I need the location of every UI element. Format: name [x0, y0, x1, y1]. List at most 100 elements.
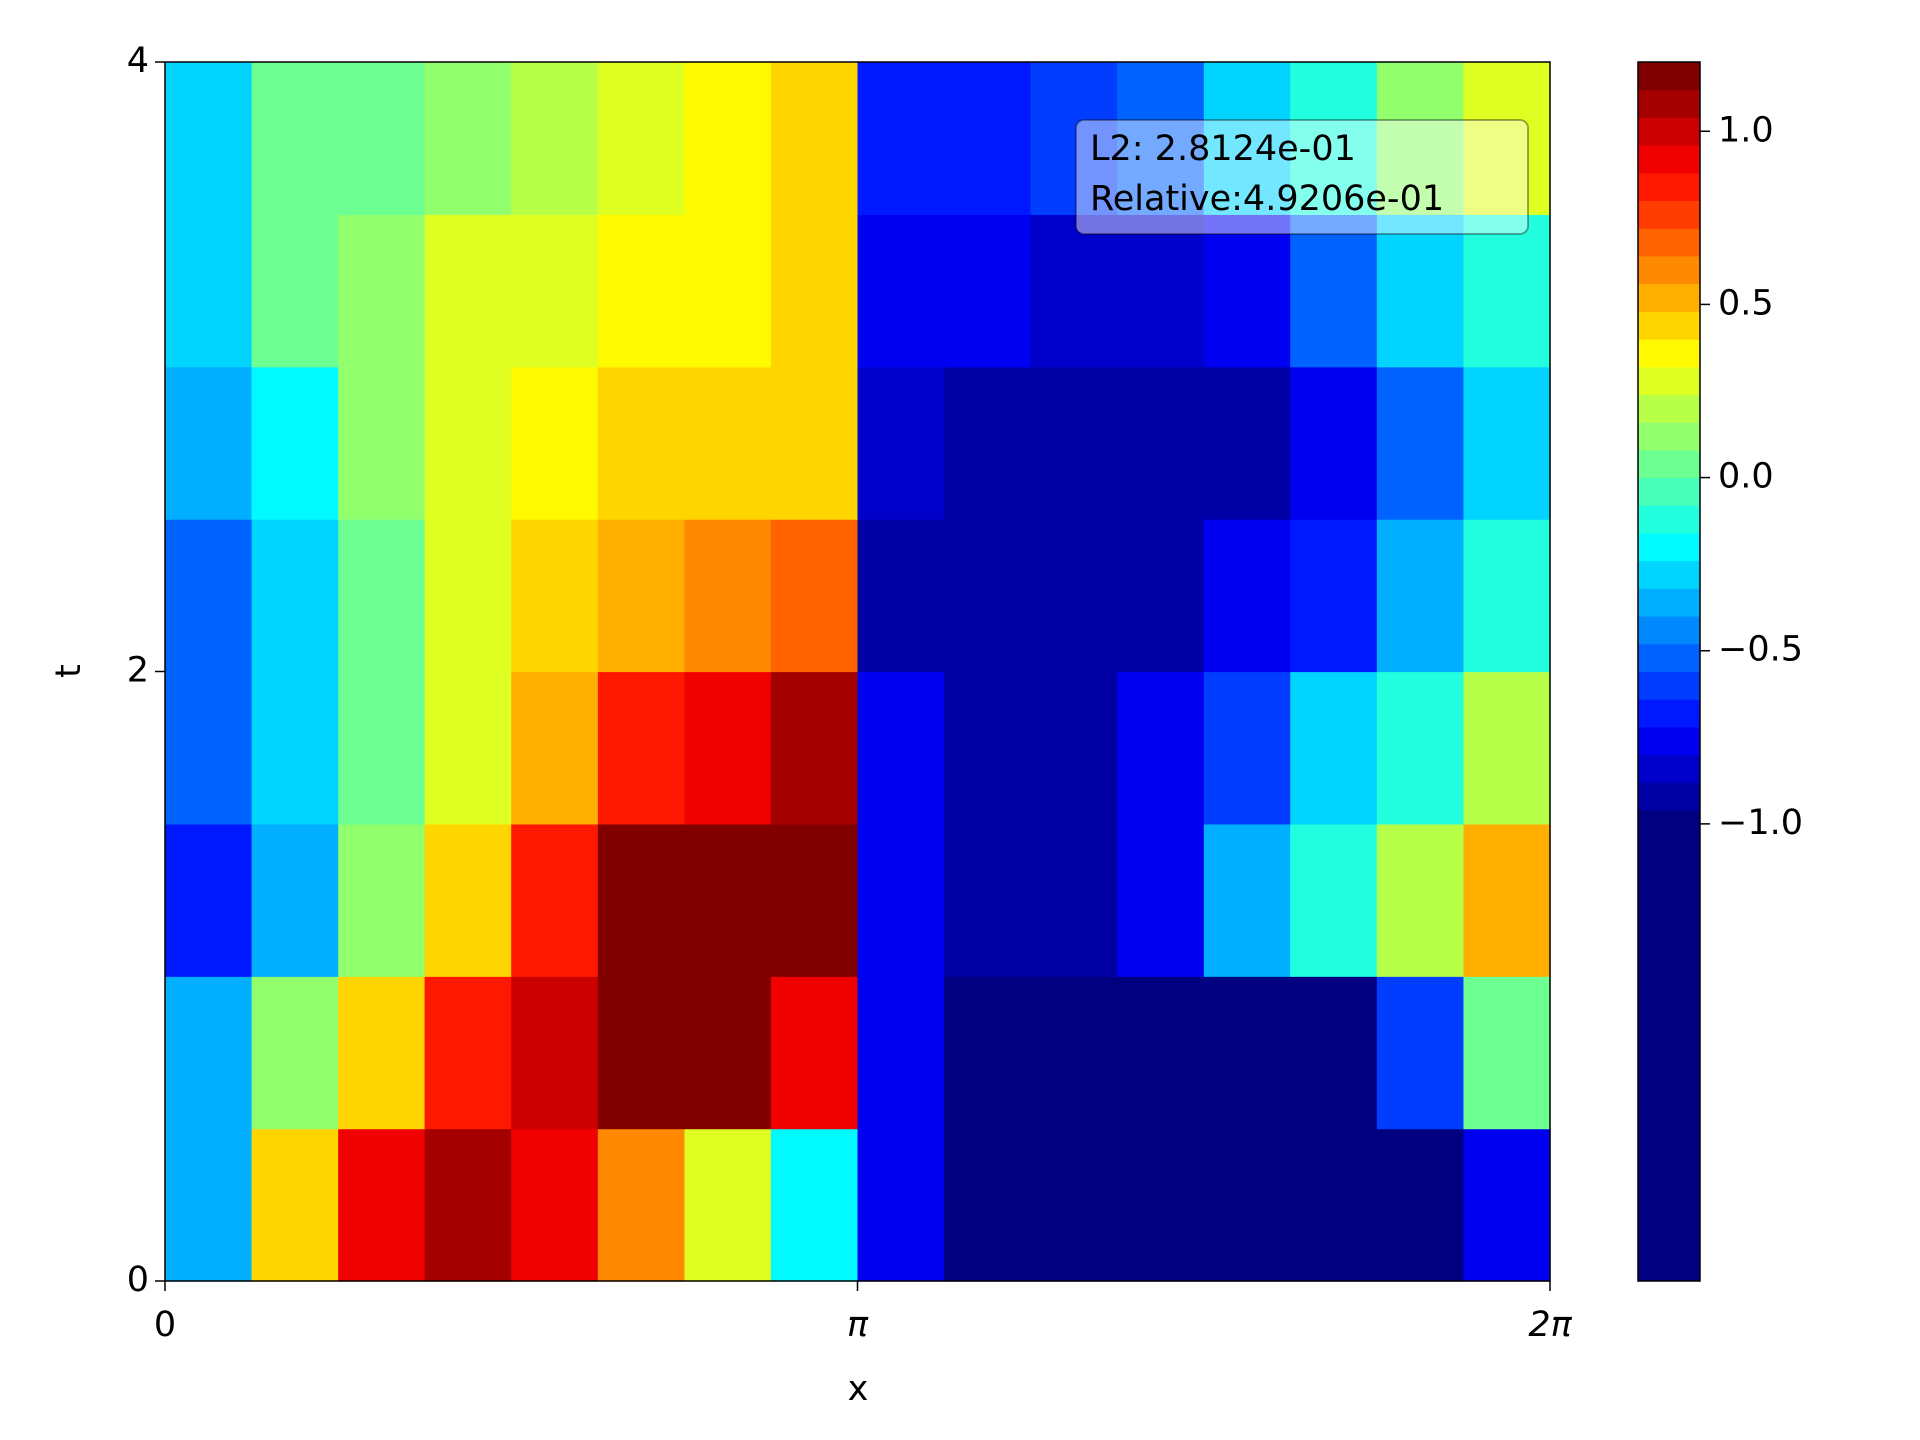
cell — [251, 671, 339, 825]
cell — [1463, 671, 1551, 825]
cell — [770, 1128, 859, 1282]
cell — [251, 214, 339, 368]
cell — [1117, 976, 1205, 1130]
cell — [1376, 214, 1465, 368]
cell — [511, 62, 599, 215]
cell — [1030, 671, 1118, 825]
colorbar-band — [1638, 477, 1700, 506]
colorbar-band — [1638, 810, 1700, 1282]
colorbar-band — [1638, 311, 1700, 340]
cell — [164, 823, 253, 977]
cell — [1290, 1128, 1378, 1282]
cell — [338, 366, 426, 520]
cell — [857, 1128, 945, 1282]
cell — [684, 1128, 772, 1282]
cell — [164, 62, 253, 215]
cell — [511, 671, 599, 825]
cell — [424, 976, 512, 1130]
x-tick-label: π — [847, 1305, 869, 1345]
cell — [944, 214, 1032, 368]
cell — [251, 976, 339, 1130]
cell — [1290, 671, 1378, 825]
x-axis-label: x — [848, 1369, 869, 1409]
cell — [770, 366, 859, 520]
cell — [511, 519, 599, 673]
cell — [164, 1128, 253, 1282]
y-tick-label: 0 — [127, 1260, 149, 1300]
cell — [511, 976, 599, 1130]
cell — [857, 671, 945, 825]
field — [164, 62, 1551, 1282]
colorbar-band — [1638, 449, 1700, 479]
cell — [1117, 1128, 1205, 1282]
cell — [770, 671, 859, 825]
cell — [1203, 823, 1291, 977]
colorbar-band — [1638, 532, 1700, 562]
cell — [1376, 519, 1465, 673]
cell — [511, 214, 599, 368]
cell — [1030, 1128, 1118, 1282]
cell — [684, 976, 772, 1130]
cell — [338, 214, 426, 368]
cell — [511, 823, 599, 977]
cell — [857, 62, 945, 215]
cell — [597, 62, 686, 215]
cell — [338, 976, 426, 1130]
cell — [684, 62, 772, 215]
cell — [164, 976, 253, 1130]
cell — [684, 366, 772, 520]
cell — [1290, 519, 1378, 673]
cell — [1376, 671, 1465, 825]
x-tick-label: 0 — [154, 1305, 176, 1345]
cell — [1030, 519, 1118, 673]
colorbar-band — [1638, 89, 1700, 118]
cell — [770, 214, 859, 368]
cell — [1463, 519, 1551, 673]
colorbar-tick-label: 0.5 — [1718, 283, 1774, 323]
cell — [164, 366, 253, 520]
cell — [511, 366, 599, 520]
cell — [944, 976, 1032, 1130]
cell — [1463, 214, 1551, 368]
cell — [1030, 823, 1118, 977]
cell — [684, 214, 772, 368]
cell — [944, 823, 1032, 977]
colorbar-band — [1638, 228, 1700, 257]
cell — [770, 62, 859, 215]
cell — [857, 976, 945, 1130]
annotation-text: Relative:4.9206e-01 — [1090, 179, 1444, 219]
colorbar-band — [1638, 255, 1700, 285]
cell — [1203, 1128, 1291, 1282]
cell — [1030, 976, 1118, 1130]
annotation-text: L2: 2.8124e-01 — [1090, 129, 1356, 169]
cell — [770, 976, 859, 1130]
cell — [1290, 62, 1378, 215]
colorbar-band — [1638, 671, 1700, 700]
colorbar-band — [1638, 726, 1700, 756]
cell — [944, 1128, 1032, 1282]
cell — [338, 671, 426, 825]
cell — [338, 519, 426, 673]
colorbar-band — [1638, 699, 1700, 728]
cell — [251, 519, 339, 673]
cell — [1290, 366, 1378, 520]
colorbar-band — [1638, 588, 1700, 617]
cell — [1117, 671, 1205, 825]
cell — [511, 1128, 599, 1282]
cell — [1290, 823, 1378, 977]
colorbar-band — [1638, 560, 1700, 589]
cell — [1290, 214, 1378, 368]
cell — [424, 671, 512, 825]
cell — [338, 823, 426, 977]
colorbar-band — [1638, 643, 1700, 672]
colorbar-band — [1638, 283, 1700, 312]
cell — [1290, 976, 1378, 1130]
cell — [770, 823, 859, 977]
cell — [251, 1128, 339, 1282]
cell — [164, 214, 253, 368]
cell — [1376, 823, 1465, 977]
cell — [1203, 519, 1291, 673]
colorbar-band — [1638, 616, 1700, 645]
cell — [1463, 1128, 1551, 1282]
